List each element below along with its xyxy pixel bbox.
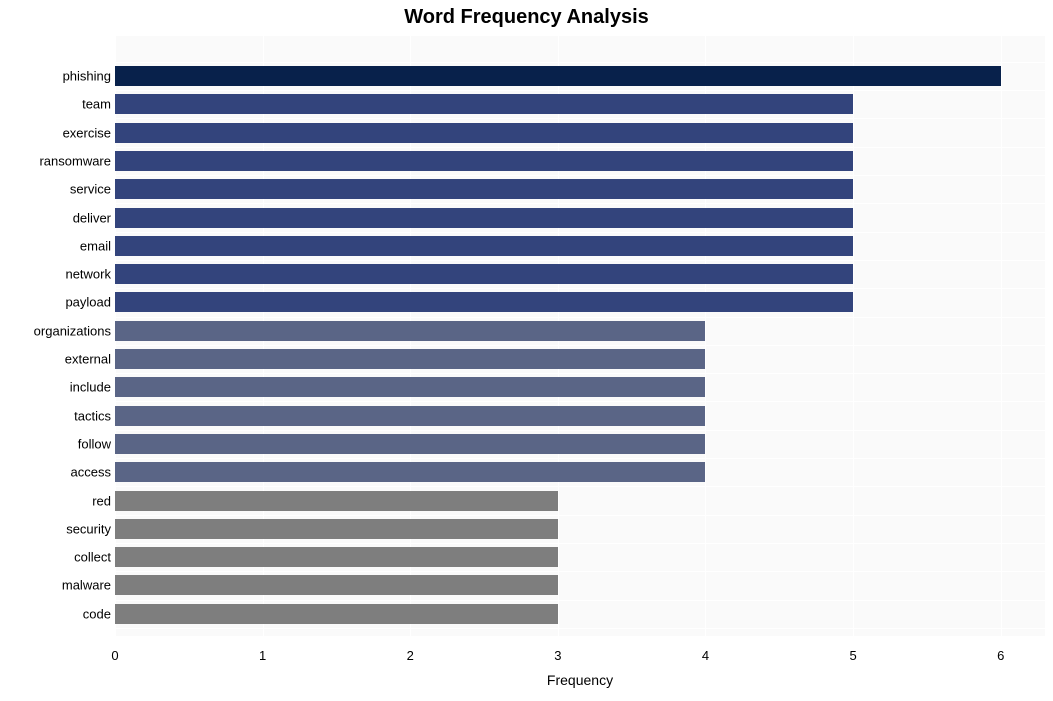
bar [115,94,853,114]
bar [115,377,705,397]
h-gridline [115,62,1045,63]
h-gridline [115,628,1045,629]
bar [115,179,853,199]
bar [115,491,558,511]
y-tick-label: code [83,606,111,621]
bar [115,434,705,454]
h-gridline [115,373,1045,374]
bar [115,519,558,539]
y-tick-label: organizations [34,323,111,338]
y-tick-label: phishing [63,69,111,84]
y-tick-label: security [66,521,111,536]
x-tick-label: 5 [849,648,856,663]
bar [115,236,853,256]
bar [115,208,853,228]
y-tick-label: payload [65,295,111,310]
h-gridline [115,430,1045,431]
y-tick-label: access [71,465,111,480]
h-gridline [115,543,1045,544]
y-tick-label: include [70,380,111,395]
y-tick-label: ransomware [39,153,111,168]
bar [115,349,705,369]
y-tick-label: red [92,493,111,508]
h-gridline [115,345,1045,346]
y-tick-label: external [65,352,111,367]
gridline [1001,36,1002,636]
h-gridline [115,203,1045,204]
word-frequency-chart: Word Frequency Analysis Frequency 0 1 2 3 4 5… [0,0,1053,701]
x-tick-label: 0 [111,648,118,663]
h-gridline [115,232,1045,233]
y-tick-label: network [65,267,111,282]
x-axis-label: Frequency [115,672,1045,688]
h-gridline [115,458,1045,459]
bar [115,462,705,482]
h-gridline [115,401,1045,402]
bar [115,604,558,624]
y-tick-label: malware [62,578,111,593]
h-gridline [115,486,1045,487]
h-gridline [115,90,1045,91]
y-tick-label: team [82,97,111,112]
h-gridline [115,147,1045,148]
y-tick-label: deliver [73,210,111,225]
y-tick-label: exercise [63,125,111,140]
h-gridline [115,600,1045,601]
bar [115,123,853,143]
h-gridline [115,260,1045,261]
bar [115,264,853,284]
x-tick-label: 1 [259,648,266,663]
x-tick-label: 6 [997,648,1004,663]
h-gridline [115,175,1045,176]
bar [115,547,558,567]
h-gridline [115,515,1045,516]
bar [115,321,705,341]
x-tick-label: 4 [702,648,709,663]
y-tick-label: tactics [74,408,111,423]
h-gridline [115,288,1045,289]
y-tick-label: follow [78,436,111,451]
bar [115,66,1001,86]
chart-title: Word Frequency Analysis [0,6,1053,29]
bar [115,292,853,312]
x-tick-label: 2 [407,648,414,663]
h-gridline [115,118,1045,119]
y-tick-label: service [70,182,111,197]
y-tick-label: collect [74,550,111,565]
gridline [853,36,854,636]
y-tick-label: email [80,238,111,253]
plot-area [115,36,1045,636]
bar [115,575,558,595]
h-gridline [115,317,1045,318]
h-gridline [115,571,1045,572]
bar [115,406,705,426]
x-tick-label: 3 [554,648,561,663]
bar [115,151,853,171]
